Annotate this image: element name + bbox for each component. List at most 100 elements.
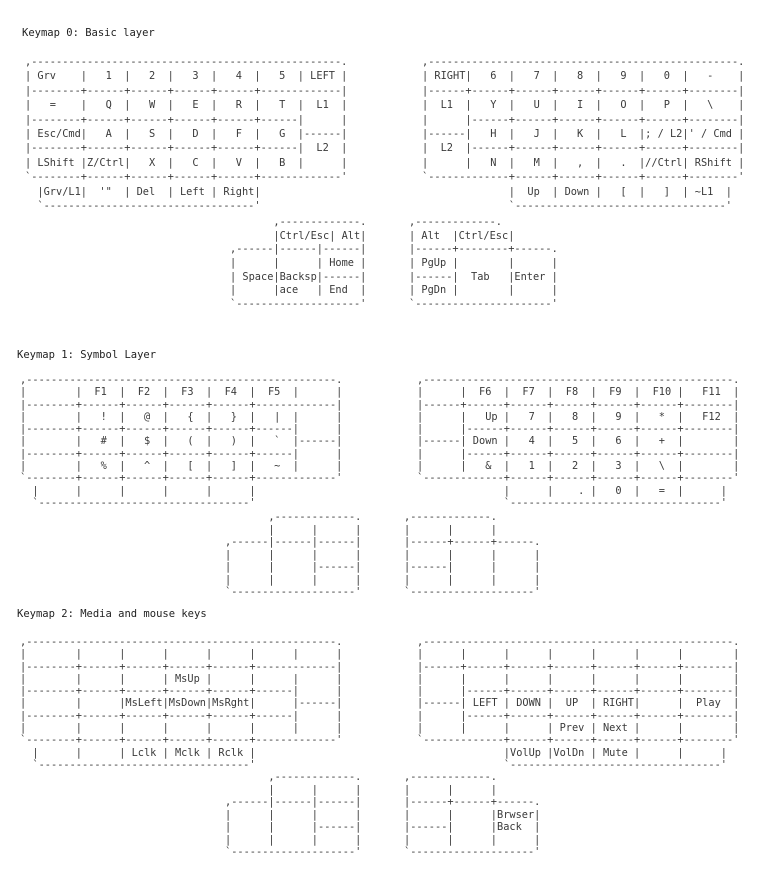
keymap-diagram-line: |--------+------+------+------+------+--… xyxy=(20,398,343,411)
keymap-diagram-line: `--------+------+------+------+------+--… xyxy=(20,734,343,747)
keymap-diagram-line: |Grv/L1| '" | Del | Left | Right| xyxy=(25,185,261,198)
keymap-diagram-line: `-------------+------+------+------+----… xyxy=(417,734,740,747)
keymap-diagram-line: |------+--------+------. xyxy=(409,243,558,256)
keymap-diagram-line: ,---------------------------------------… xyxy=(422,56,745,68)
keymap-diagram-line: `--------------------' xyxy=(404,586,541,598)
keymap-diagram-line: |--------+------+------+------+------+--… xyxy=(20,685,343,698)
keymap-diagram-line: |--------+------+------+------+------+--… xyxy=(20,447,343,460)
keymap-diagram-line: | | | | xyxy=(404,833,541,846)
keymap-diagram-line: |------| Down | 4 | 5 | 6 | + | | xyxy=(417,435,740,448)
keymap-diagram-line: |------+------+------+------+------+----… xyxy=(417,398,740,411)
keymap-1-left-thumb-cluster: ,-------------. | | | ,------|------|----… xyxy=(225,511,361,599)
keymap-diagram-line: |--------+------+------+------+------+--… xyxy=(20,709,343,722)
keymap-diagram-line: `----------------------------------' xyxy=(20,758,256,771)
keymap-diagram-line: `--------------------' xyxy=(230,298,367,311)
keymap-diagram-line: |------+------+------+------+------+----… xyxy=(417,660,740,673)
keymap-diagram-line: `--------------------' xyxy=(225,846,362,858)
keymap-diagram-line: | | | | xyxy=(225,548,362,561)
keymap-0-title: Keymap 0: Basic layer xyxy=(22,27,155,39)
keymap-0-right-hand: ,---------------------------------------… xyxy=(422,55,744,213)
keymap-1-right-hand: ,---------------------------------------… xyxy=(417,374,739,509)
keymap-diagram-line: `----------------------------------' xyxy=(20,496,256,509)
keymap-diagram-line: | | | xyxy=(225,783,362,796)
keymap-diagram-line: | |------+------+------+------+------+--… xyxy=(422,113,745,126)
keymap-diagram-line: | | |Brwser| xyxy=(404,808,541,821)
keymap-diagram-line: `----------------------------------' xyxy=(25,199,261,212)
keymap-diagram-line: `--------+------+------+------+------+--… xyxy=(20,472,343,485)
keymap-diagram-line: ,---------------------------------------… xyxy=(20,636,343,648)
keymap-diagram-line: | |------+------+------+------+------+--… xyxy=(417,423,740,436)
keymap-diagram-line: |--------+------+------+------+------+--… xyxy=(20,660,343,673)
keymap-diagram-line: |------| LEFT | DOWN | UP | RIGHT| | Pla… xyxy=(417,697,740,710)
keymap-diagram-line: | L1 | Y | U | I | O | P | \ | xyxy=(422,99,745,112)
keymap-diagram-line: | | | | xyxy=(225,573,362,586)
keymap-1-left-hand: ,---------------------------------------… xyxy=(20,374,342,509)
keymap-diagram-line: | | F6 | F7 | F8 | F9 | F10 | F11 | xyxy=(417,386,740,399)
keymap-diagram-line: | | | | MsUp | | | | xyxy=(20,672,343,685)
keymap-diagram-line: `-------------+------+------+------+----… xyxy=(417,472,740,485)
keymap-1-title: Keymap 1: Symbol Layer xyxy=(17,349,157,361)
keymap-diagram-line: `----------------------' xyxy=(409,298,558,311)
keymap-diagram-line: ,---------------------------------------… xyxy=(20,374,343,386)
keymap-diagram-line: | Up | Down | [ | ] | ~L1 | xyxy=(422,185,732,198)
keymap-2-right-hand: ,---------------------------------------… xyxy=(417,636,739,771)
keymap-2-title: Keymap 2: Media and mouse keys xyxy=(17,608,207,620)
keymap-diagram-line: `----------------------------------' xyxy=(422,199,732,212)
keymap-diagram-line: | | | xyxy=(225,523,362,536)
keymap-diagram-line: |------| | | xyxy=(404,561,541,573)
keymap-diagram-line: |------| Tab |Enter | xyxy=(409,270,558,283)
keymap-diagram-line: | LShift |Z/Ctrl| X | C | V | B | | xyxy=(25,156,348,169)
keymap-diagram-line: |------| |Back | xyxy=(404,821,541,833)
keymap-diagram-line: | |------+------+------+------+------+--… xyxy=(417,447,740,460)
keymap-diagram-line: | | |------| xyxy=(225,561,362,573)
keymap-diagram-line: ,---------------------------------------… xyxy=(417,636,740,648)
keymap-diagram-line: | | % | ^ | [ | ] | ~ | | xyxy=(20,460,343,473)
keymap-diagram-line: ,------|------|------| xyxy=(225,536,362,548)
keymap-diagram-line: `--------------------' xyxy=(404,846,541,858)
keymap-diagram-line: `----------------------------------' xyxy=(417,496,727,509)
keymap-diagram-line: | | | Lclk | Mclk | Rclk | xyxy=(20,746,256,759)
keymap-diagram-line: | | | | xyxy=(404,573,541,586)
keymap-diagram-line: |Ctrl/Esc| Alt| xyxy=(230,229,367,242)
keymap-diagram-line: | | . | 0 | = | | xyxy=(417,484,727,497)
keymap-diagram-line: |------+------+------. xyxy=(404,536,541,548)
keymap-2-left-hand: ,---------------------------------------… xyxy=(20,636,342,771)
keymap-diagram-line: | | & | 1 | 2 | 3 | \ | | xyxy=(417,460,740,473)
keymap-diagram-line: | | | | | | xyxy=(20,484,256,497)
keymap-diagram-line: ,-------------. xyxy=(225,771,362,783)
keymap-diagram-line: ,---------------------------------------… xyxy=(417,374,740,386)
keymap-diagram-line: |VolUp |VolDn | Mute | | | xyxy=(417,746,727,759)
keymap-diagram-line: | | | | Prev | Next | | | xyxy=(417,722,740,735)
keymap-diagram-line: |------+------+------+------+------+----… xyxy=(422,84,745,97)
keymap-diagram-line: |--------+------+------+------+------+--… xyxy=(20,423,343,436)
keymap-diagram-line: | | |------| xyxy=(225,821,362,833)
keymap-2-left-thumb-cluster: ,-------------. | | | ,------|------|----… xyxy=(225,771,361,859)
keymap-diagram-line: | | | | | | | | xyxy=(417,648,740,661)
keymap-0-right-thumb-cluster: ,-------------. | Alt |Ctrl/Esc| |------+-… xyxy=(409,216,558,312)
keymap-diagram-line: ,-------------. xyxy=(225,511,362,523)
keymap-diagram-line: ,---------------------------------------… xyxy=(25,56,348,68)
keymap-diagram-line: | | | | xyxy=(225,808,362,821)
keymap-diagram-line: | | |MsLeft|MsDown|MsRght| |------| xyxy=(20,697,343,710)
keymap-diagram-line: | | | xyxy=(404,783,497,796)
keymap-2-right-thumb-cluster: ,-------------. | | | |------+------+-----… xyxy=(404,771,540,859)
keymap-diagram-line: ,------|------|------| xyxy=(230,243,367,256)
keymap-diagram-line: | | | | xyxy=(404,548,541,561)
keymap-diagram-line: |------+------+------. xyxy=(404,796,541,808)
keymap-diagram-line: | RIGHT| 6 | 7 | 8 | 9 | 0 | - | xyxy=(422,70,745,83)
keymap-diagram-line: | PgDn | | | xyxy=(409,284,558,297)
keymap-diagram-line: |--------+------+------+------+------+--… xyxy=(25,84,348,97)
keymap-diagram-line: | |------+------+------+------+------+--… xyxy=(417,685,740,698)
keymap-diagram-line: | Alt |Ctrl/Esc| xyxy=(409,229,515,242)
keymap-diagram-line: | | N | M | , | . |//Ctrl| RShift | xyxy=(422,156,745,169)
keymap-diagram-line: `--------+------+------+------+------+--… xyxy=(25,171,348,184)
keymap-diagram-line: | |------+------+------+------+------+--… xyxy=(417,709,740,722)
keymap-diagram-line: | | | | xyxy=(225,833,362,846)
keymap-1-right-thumb-cluster: ,-------------. | | | |------+------+-----… xyxy=(404,511,540,599)
keymap-diagram-line: | |ace | End | xyxy=(230,284,367,297)
keymap-diagram-line: | | Up | 7 | 8 | 9 | * | F12 | xyxy=(417,410,740,423)
keymap-diagram-line: | | | xyxy=(404,523,497,536)
keymap-diagram-line: | Grv | 1 | 2 | 3 | 4 | 5 | LEFT | xyxy=(25,70,348,83)
keymap-diagram-line: `----------------------------------' xyxy=(417,758,727,771)
keymap-diagram-line: | PgUp | | | xyxy=(409,257,558,270)
